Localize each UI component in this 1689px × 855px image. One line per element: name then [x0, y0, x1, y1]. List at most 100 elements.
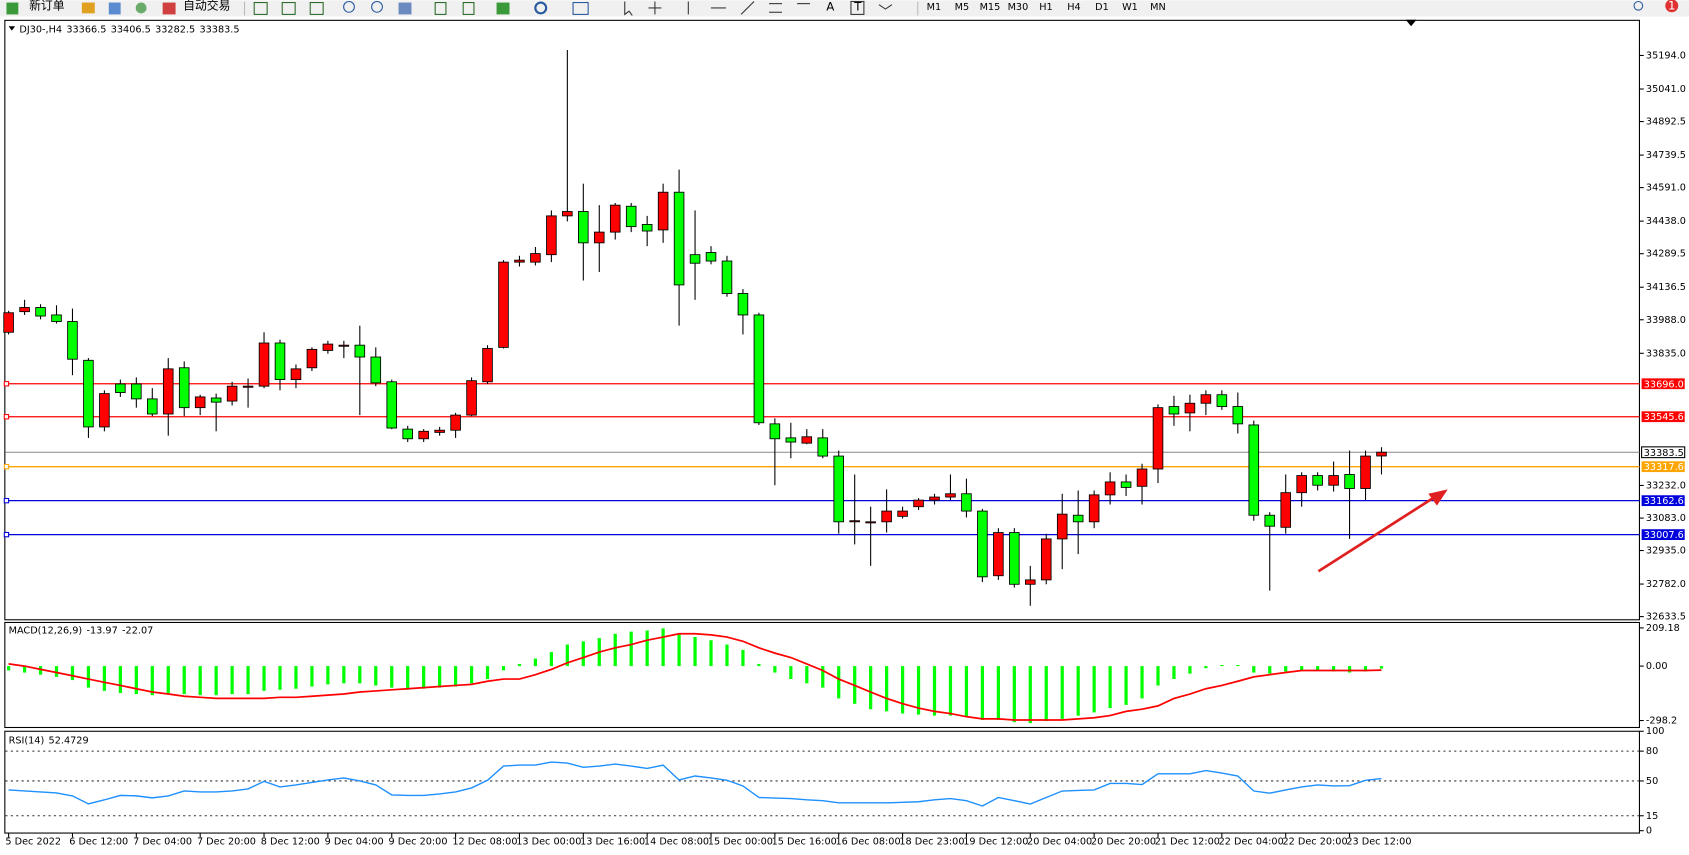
- arrow-shaft: [1317, 495, 1436, 573]
- macd-bar: [533, 658, 538, 667]
- icon[interactable]: [309, 2, 324, 15]
- macd-bar: [1300, 666, 1304, 671]
- level-label: 33317.6: [1644, 462, 1684, 473]
- timeframe-button[interactable]: M30: [1008, 2, 1029, 13]
- candle-body: [306, 348, 318, 369]
- icon[interactable]: [534, 1, 548, 15]
- y-tick-label: 209.18: [1646, 623, 1680, 634]
- candle-body: [705, 252, 717, 262]
- x-tick-label: 22 Dec 20:00: [1282, 837, 1347, 848]
- tool-label[interactable]: T: [853, 0, 862, 13]
- icon[interactable]: [850, 0, 865, 15]
- candle-body: [226, 385, 238, 402]
- icon[interactable]: [281, 2, 296, 15]
- y-tick-label: 34591.0: [1646, 183, 1686, 194]
- level-label: 33696.0: [1644, 379, 1684, 390]
- icon[interactable]: [740, 1, 755, 15]
- x-tick-label: 18 Dec 23:00: [899, 837, 964, 848]
- x-tick-label: 9 Dec 20:00: [389, 837, 448, 848]
- close: 33383.5: [199, 24, 239, 35]
- candle-body: [673, 191, 685, 286]
- candle-body: [1120, 481, 1132, 488]
- candle-body: [1056, 513, 1068, 540]
- indicator-name: RSI(14): [9, 735, 45, 746]
- candle-body: [1168, 406, 1180, 415]
- candle-body: [99, 393, 110, 428]
- macd-bar: [932, 666, 937, 716]
- tool-label[interactable]: A: [826, 0, 834, 13]
- y-tick-label: 33232.0: [1646, 480, 1686, 491]
- notification[interactable]: [1665, 0, 1679, 13]
- timeframe-button[interactable]: MN: [1150, 2, 1166, 13]
- main-chart: 35194.0 35041.0 34892.5 34739.5 34591.0 34438…: [3, 49, 1686, 848]
- timeframe-button[interactable]: W1: [1122, 2, 1138, 13]
- timeframe-button[interactable]: M15: [980, 2, 1001, 13]
- candle-body: [785, 437, 797, 443]
- candle-body: [977, 510, 988, 578]
- icon[interactable]: [434, 2, 447, 15]
- y-tick-label: 33083.0: [1646, 513, 1686, 524]
- button-label[interactable]: 新订单: [29, 0, 65, 12]
- macd-bar: [150, 666, 154, 696]
- candle-body: [1184, 402, 1196, 414]
- macd-bar: [1220, 665, 1224, 667]
- macd-bar: [422, 666, 426, 689]
- y-tick-label: 32633.5: [1646, 612, 1686, 623]
- macd-bar: [374, 666, 378, 686]
- candle-body: [258, 342, 270, 387]
- timeframe-button[interactable]: H1: [1039, 2, 1052, 13]
- macd-bar: [1268, 666, 1272, 674]
- candle-body: [434, 429, 445, 433]
- timeframe-button[interactable]: D1: [1095, 2, 1109, 13]
- macd-bar: [501, 666, 506, 671]
- icon[interactable]: [1633, 0, 1644, 11]
- icon[interactable]: [878, 4, 893, 10]
- level-tag: [1641, 378, 1685, 390]
- y-tick-label: 100: [1646, 726, 1665, 737]
- candle-body: [194, 396, 206, 409]
- macd-bar: [613, 633, 617, 667]
- timeframe-button[interactable]: H4: [1067, 2, 1080, 13]
- icon[interactable]: [398, 2, 412, 15]
- macd-bar: [805, 666, 809, 684]
- candle-body: [147, 398, 158, 415]
- y-tick-label: 0.00: [1646, 661, 1668, 672]
- icon[interactable]: [572, 2, 589, 15]
- button-label[interactable]: 自动交易: [183, 0, 230, 12]
- icon[interactable]: [343, 0, 355, 13]
- macd-bar: [54, 666, 59, 677]
- candle-body: [1344, 474, 1355, 489]
- x-tick-label: 19 Dec 12:00: [963, 837, 1028, 848]
- x-tick-label: 23 Dec 12:00: [1346, 837, 1411, 848]
- y-tick-label: 34289.5: [1646, 249, 1686, 260]
- x-tick-label: 16 Dec 08:00: [835, 837, 900, 848]
- icon[interactable]: [624, 1, 633, 16]
- candle-body: [386, 381, 398, 429]
- macd-bar: [70, 666, 75, 681]
- candle-body: [769, 423, 781, 440]
- icon[interactable]: [462, 2, 475, 15]
- macd-header: MACD(12,26,9) -13.97 -22.07: [9, 626, 154, 637]
- timeframe-button[interactable]: M5: [955, 2, 970, 13]
- macd-bar: [885, 666, 889, 712]
- macd-bar: [342, 666, 346, 684]
- icon[interactable]: [81, 2, 95, 14]
- icon[interactable]: [496, 2, 510, 15]
- icon[interactable]: [135, 2, 147, 14]
- icon[interactable]: [371, 0, 383, 13]
- timeframe-button[interactable]: M1: [927, 2, 942, 13]
- candle-body: [466, 380, 477, 416]
- icon[interactable]: [6, 2, 19, 15]
- icon[interactable]: [108, 2, 121, 15]
- candle-body: [625, 205, 637, 228]
- level-label: 33007.6: [1644, 530, 1684, 541]
- x-tick-label: 20 Dec 04:00: [1027, 837, 1092, 848]
- macd-bar: [1252, 666, 1256, 673]
- icon[interactable]: [162, 2, 176, 15]
- candle-body: [210, 397, 222, 403]
- icon[interactable]: [253, 2, 268, 15]
- x-tick-label: 15 Dec 00:00: [708, 837, 773, 848]
- badge: 1: [1668, 0, 1676, 12]
- macd-bar: [38, 666, 43, 675]
- macd-bar: [453, 666, 458, 687]
